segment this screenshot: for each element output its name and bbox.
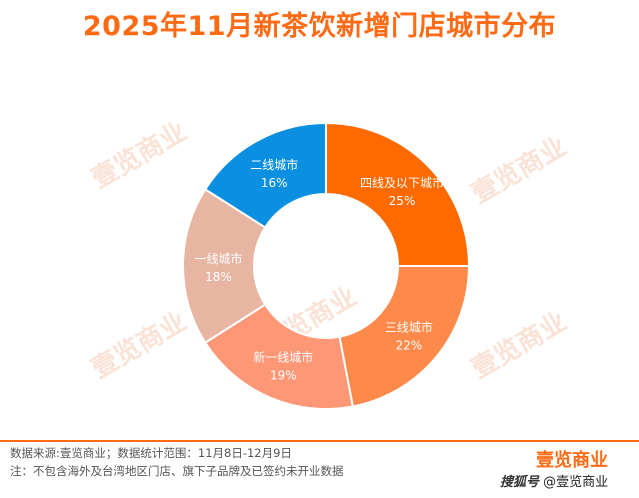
footer-divider <box>0 440 639 442</box>
data-source: 数据来源:壹览商业；数据统计范围：11月8日-12月9日 <box>10 446 292 460</box>
donut-labels: 四线及以下城市 25% 三线城市 22% 新一线城市 19% 一线城市 18% 二线城市 16% <box>194 157 444 383</box>
slice-2 <box>203 303 354 410</box>
donut-chart: 四线及以下城市 25% 三线城市 22% 新一线城市 19% 一线城市 18% 二线城市 16% <box>182 121 471 410</box>
donut-slices <box>182 121 471 410</box>
slice-3 <box>182 187 267 345</box>
slice-value-label: 18% <box>205 270 232 284</box>
slice-label: 新一线城市 <box>253 350 313 365</box>
slice-label: 二线城市 <box>250 157 298 172</box>
slice-value-label: 19% <box>270 369 297 383</box>
footer-notes: 数据来源:壹览商业；数据统计范围：11月8日-12月9日 注：不包含海外及台湾地… <box>10 444 344 480</box>
credit-platform: 搜狐号 <box>500 475 540 490</box>
slice-label: 四线及以下城市 <box>360 175 444 190</box>
brand-logo: 壹览商业 <box>536 450 608 471</box>
slice-value-label: 25% <box>389 194 416 208</box>
credit: 搜狐号 @壹览商业 <box>500 471 608 490</box>
chart-title: 2025年11月新茶饮新增门店城市分布 <box>82 11 557 42</box>
credit-name: @壹览商业 <box>543 475 609 490</box>
slice-0 <box>325 121 471 267</box>
slice-value-label: 16% <box>261 176 288 190</box>
slice-label: 三线城市 <box>385 320 433 335</box>
slice-label: 一线城市 <box>194 251 242 266</box>
footnote: 注：不包含海外及台湾地区门店、旗下子品牌及已签约未开业数据 <box>10 464 344 478</box>
slice-1 <box>338 265 471 408</box>
slice-4 <box>203 121 327 229</box>
slice-value-label: 22% <box>395 339 422 353</box>
